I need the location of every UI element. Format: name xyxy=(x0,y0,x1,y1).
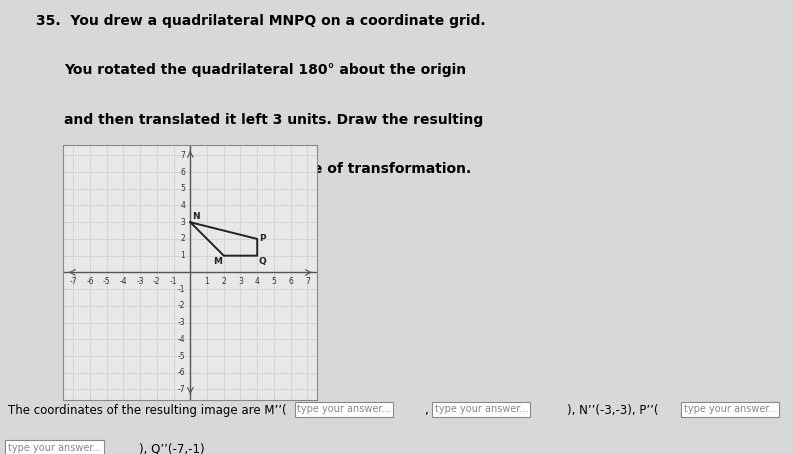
Text: image given the above sequence of transformation.: image given the above sequence of transf… xyxy=(64,163,471,176)
Text: type your answer...: type your answer... xyxy=(297,405,391,415)
Text: ), Q’’(-7,-1): ), Q’’(-7,-1) xyxy=(139,443,205,454)
Text: -4: -4 xyxy=(120,277,127,286)
Text: P: P xyxy=(259,234,266,243)
Text: type your answer...: type your answer... xyxy=(8,443,102,453)
Text: The coordinates of the resulting image are M’’(: The coordinates of the resulting image a… xyxy=(8,405,286,417)
Text: -2: -2 xyxy=(153,277,161,286)
Text: 35.  You drew a quadrilateral MNPQ on a coordinate grid.: 35. You drew a quadrilateral MNPQ on a c… xyxy=(36,14,485,28)
Text: 2: 2 xyxy=(221,277,226,286)
Text: -6: -6 xyxy=(178,368,186,377)
Text: -2: -2 xyxy=(178,301,186,311)
Text: You rotated the quadrilateral 180° about the origin: You rotated the quadrilateral 180° about… xyxy=(64,63,466,77)
Text: 4: 4 xyxy=(181,201,186,210)
Text: 6: 6 xyxy=(288,277,293,286)
Text: -1: -1 xyxy=(170,277,178,286)
Text: 2: 2 xyxy=(181,234,186,243)
Text: -5: -5 xyxy=(103,277,110,286)
Text: 7: 7 xyxy=(305,277,310,286)
Text: -6: -6 xyxy=(86,277,94,286)
Text: 1: 1 xyxy=(205,277,209,286)
Text: 7: 7 xyxy=(181,151,186,160)
Text: ), N’’(-3,-3), P’’(: ), N’’(-3,-3), P’’( xyxy=(567,405,658,417)
Text: 6: 6 xyxy=(181,168,186,177)
Text: type your answer...: type your answer... xyxy=(435,405,528,415)
Text: -7: -7 xyxy=(178,385,186,394)
Text: 5: 5 xyxy=(271,277,277,286)
Text: ,: , xyxy=(424,405,428,417)
Text: 1: 1 xyxy=(181,251,186,260)
Text: -3: -3 xyxy=(178,318,186,327)
Text: M: M xyxy=(213,257,222,266)
Text: -1: -1 xyxy=(178,285,186,294)
Text: 3: 3 xyxy=(181,218,186,227)
Text: -4: -4 xyxy=(178,335,186,344)
Text: N: N xyxy=(193,212,200,221)
Text: Q: Q xyxy=(259,257,266,266)
Text: -5: -5 xyxy=(178,351,186,360)
Text: 4: 4 xyxy=(255,277,259,286)
Text: 5: 5 xyxy=(181,184,186,193)
Text: -7: -7 xyxy=(70,277,77,286)
Text: -3: -3 xyxy=(136,277,144,286)
Text: and then translated it left 3 units. Draw the resulting: and then translated it left 3 units. Dra… xyxy=(64,113,483,127)
Text: type your answer...: type your answer... xyxy=(684,405,777,415)
Text: 3: 3 xyxy=(238,277,243,286)
